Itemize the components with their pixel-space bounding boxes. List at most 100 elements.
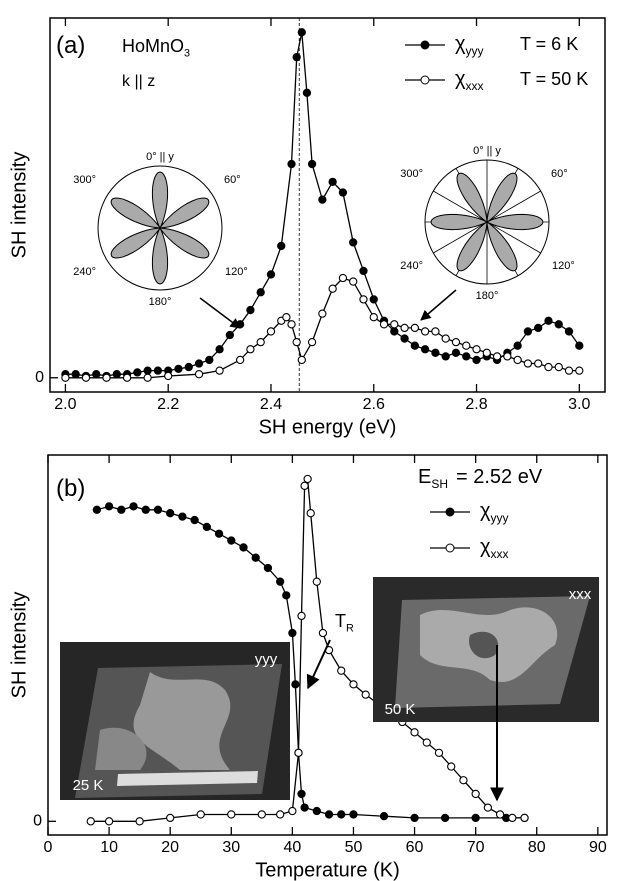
x-tick-label: 2.4 xyxy=(260,396,282,413)
y-tick-label: 0 xyxy=(33,813,42,830)
y-axis-label: SH intensity xyxy=(8,592,30,699)
data-point xyxy=(205,355,214,365)
data-point xyxy=(420,345,430,354)
legend-marker xyxy=(420,40,430,50)
data-point xyxy=(544,316,553,325)
data-point xyxy=(92,505,102,514)
x-tick-label: 60 xyxy=(406,839,424,856)
data-point xyxy=(349,238,358,247)
data-point xyxy=(361,690,370,699)
data-point xyxy=(164,371,173,381)
image-label: xxx xyxy=(569,586,592,603)
x-tick-label: 50 xyxy=(345,839,363,856)
data-point xyxy=(266,270,276,279)
legend-marker xyxy=(445,507,455,517)
data-point xyxy=(129,502,138,511)
data-point xyxy=(117,505,126,514)
annotation-text: T xyxy=(335,611,346,631)
data-point xyxy=(338,188,348,197)
data-point xyxy=(166,509,175,518)
data-point xyxy=(471,789,480,799)
polar-inset: 0° || y 60° 120° 180° 240° 300° xyxy=(400,145,575,302)
legend-label: χyyy xyxy=(480,500,509,525)
legend-label: χxxx xyxy=(480,536,509,561)
data-point xyxy=(472,345,481,354)
annotation: (b) xyxy=(56,475,85,502)
panel: 2.0 2.2 2.4 2.6 2.8 3.0 0 SH energy (eV) SH inte… xyxy=(8,17,606,438)
data-point xyxy=(508,813,517,823)
data-point xyxy=(297,28,306,37)
data-point xyxy=(544,362,553,372)
x-tick-label: 90 xyxy=(589,839,607,856)
data-point xyxy=(294,748,303,757)
data-point xyxy=(495,810,505,819)
data-point xyxy=(307,159,317,169)
data-point xyxy=(141,505,150,514)
polar-lobes xyxy=(110,171,210,285)
arrow xyxy=(199,297,241,329)
x-tick-label: 40 xyxy=(283,839,301,856)
arrow xyxy=(420,289,457,321)
data-point xyxy=(369,295,378,304)
data-point xyxy=(256,337,265,347)
data-point xyxy=(441,334,450,343)
data-point xyxy=(318,195,327,204)
x-tick-label: 70 xyxy=(467,839,485,856)
data-point xyxy=(328,177,337,186)
y-tick-label: 0 xyxy=(35,369,44,386)
data-point xyxy=(282,313,291,322)
x-axis-label: SH energy (eV) xyxy=(259,416,397,438)
data-point xyxy=(564,366,574,375)
image-label: 25 K xyxy=(73,777,104,794)
legend-name: χ xyxy=(455,33,466,55)
data-point xyxy=(390,320,399,329)
data-point xyxy=(166,813,175,823)
data-point xyxy=(287,320,296,329)
data-point xyxy=(312,806,321,816)
legend-sub: xxx xyxy=(466,79,484,93)
data-point xyxy=(379,320,389,329)
data-point xyxy=(462,341,471,350)
data-point xyxy=(153,366,163,375)
data-point xyxy=(282,591,291,600)
data-point xyxy=(276,577,285,586)
annotation-text: k || z xyxy=(122,73,155,90)
data-point xyxy=(483,803,493,812)
data-point xyxy=(318,309,327,318)
data-point xyxy=(451,348,461,357)
polar-lobes xyxy=(430,172,544,272)
data-point xyxy=(292,53,301,62)
data-point xyxy=(235,355,245,365)
panel: 0 10 20 30 40 50 60 70 80 90 0 Temperature (K) SH in… xyxy=(8,454,608,881)
annotation-text: (b) xyxy=(56,475,85,502)
annotation-text: HoMnO xyxy=(122,36,184,56)
data-point xyxy=(291,680,300,689)
data-point xyxy=(434,748,444,757)
polar-label: 300° xyxy=(73,174,96,186)
data-point xyxy=(312,577,321,586)
x-tick-label: 3.0 xyxy=(568,396,590,413)
data-point xyxy=(297,611,306,621)
data-point xyxy=(153,505,163,514)
data-point xyxy=(575,341,584,350)
annotation: TR xyxy=(335,611,354,634)
plot-frame xyxy=(47,454,608,836)
data-point xyxy=(61,373,70,382)
data-point xyxy=(422,738,431,747)
data-point xyxy=(440,813,450,823)
data-point xyxy=(102,373,111,382)
legend-name: χ xyxy=(480,536,491,558)
data-point xyxy=(306,509,315,518)
data-point xyxy=(523,359,533,368)
data-point xyxy=(307,337,317,347)
data-point xyxy=(337,666,346,675)
legend-name: χ xyxy=(455,68,466,90)
data-point xyxy=(318,628,328,638)
data-point xyxy=(288,806,297,816)
data-point xyxy=(520,813,529,823)
polar-label: 240° xyxy=(400,260,423,272)
polar-label: 120° xyxy=(552,260,575,272)
data-point xyxy=(359,266,368,276)
legend-name: χ xyxy=(480,500,491,522)
data-point xyxy=(266,327,276,336)
